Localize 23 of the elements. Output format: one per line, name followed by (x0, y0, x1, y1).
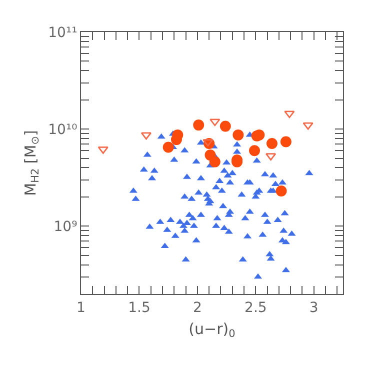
x-tick-label: 3 (309, 300, 318, 316)
point (249, 145, 260, 156)
x-tick-label: 2.5 (244, 300, 267, 316)
x-axis-title: (u−r)$_{0}$ (188, 320, 236, 340)
point (220, 120, 231, 132)
point (209, 156, 220, 168)
x-tick-label: 1.5 (128, 300, 150, 316)
point (210, 118, 220, 126)
point (162, 142, 174, 153)
y-tick-label: 10¹⁰ (48, 122, 78, 138)
x-tick-label: 2 (192, 300, 202, 316)
point (232, 129, 244, 140)
point (170, 134, 182, 146)
point (302, 122, 314, 130)
point (193, 120, 204, 131)
y-tick-label: 10⁹ (54, 219, 78, 236)
x-tick-label: 1 (76, 300, 86, 316)
point (284, 110, 295, 118)
point (254, 129, 265, 140)
point (276, 186, 287, 197)
point (266, 138, 278, 150)
y-tick-label: 10¹¹ (48, 24, 78, 41)
point (280, 136, 292, 148)
